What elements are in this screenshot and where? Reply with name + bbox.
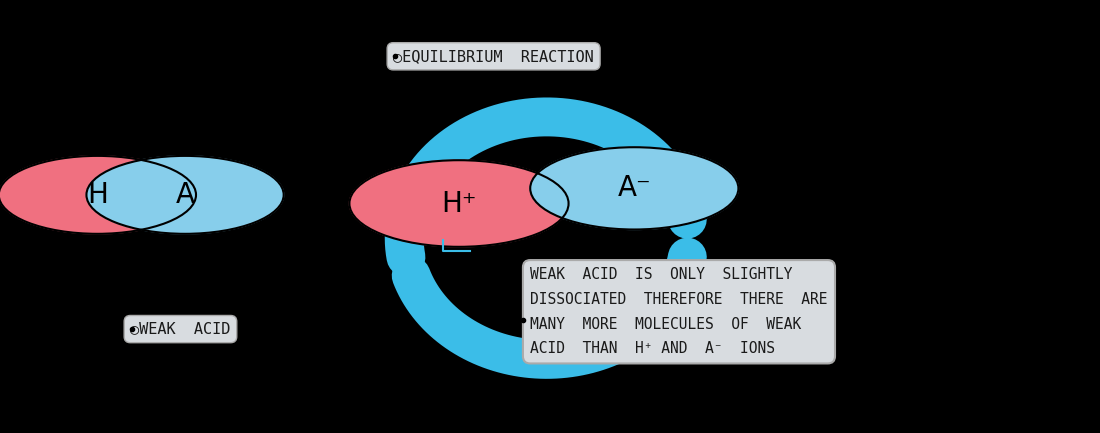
Circle shape	[530, 147, 738, 229]
Text: ○EQUILIBRIUM  REACTION: ○EQUILIBRIUM REACTION	[393, 49, 594, 64]
Text: H⁺: H⁺	[441, 190, 476, 217]
Text: A: A	[176, 181, 195, 209]
Text: WEAK  ACID  IS  ONLY  SLIGHTLY
DISSOCIATED  THEREFORE  THERE  ARE
MANY  MORE  MO: WEAK ACID IS ONLY SLIGHTLY DISSOCIATED T…	[530, 267, 827, 356]
Text: ○WEAK  ACID: ○WEAK ACID	[130, 322, 231, 336]
Circle shape	[350, 160, 569, 247]
Circle shape	[87, 156, 284, 234]
Text: A⁻: A⁻	[617, 174, 651, 202]
Text: H: H	[87, 181, 108, 209]
Circle shape	[0, 156, 196, 234]
